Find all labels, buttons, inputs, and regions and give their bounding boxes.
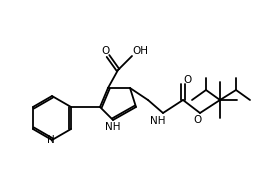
Text: NH: NH <box>105 122 121 132</box>
Text: O: O <box>101 46 109 56</box>
Text: N: N <box>47 135 55 145</box>
Text: NH: NH <box>150 116 166 126</box>
Text: O: O <box>184 75 192 85</box>
Text: OH: OH <box>132 46 148 56</box>
Text: O: O <box>194 115 202 125</box>
